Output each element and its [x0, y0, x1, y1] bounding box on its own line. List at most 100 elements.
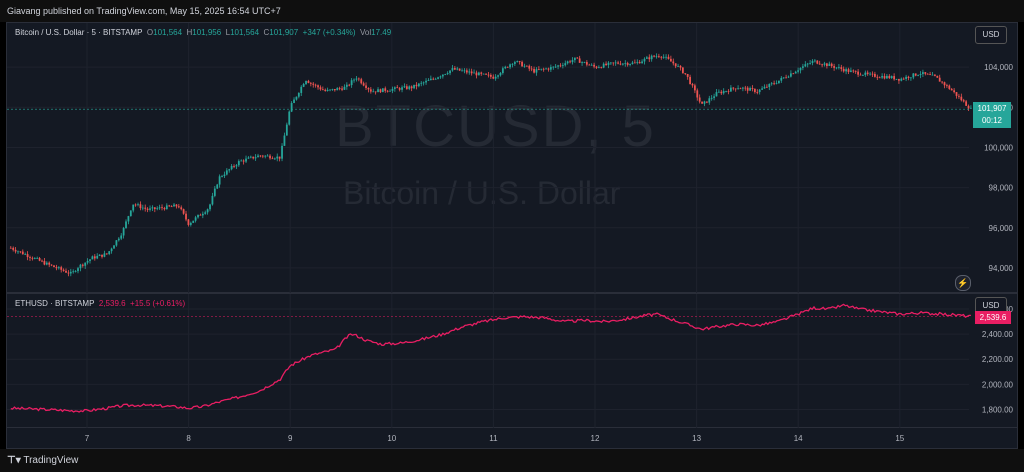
candle-up	[110, 248, 113, 252]
candle-down	[681, 67, 684, 74]
candle-down	[432, 78, 435, 80]
candle-up	[549, 67, 552, 70]
candle-down	[617, 62, 619, 64]
candle-up	[708, 98, 711, 103]
candle-down	[177, 206, 180, 208]
candle-down	[696, 90, 699, 98]
candle-up	[194, 217, 197, 221]
eth-legend-last: 2,539.6	[98, 299, 126, 308]
eth-panel[interactable]: 1,800.002,000.002,200.002,400.002,600.00…	[6, 293, 1019, 429]
candle-up	[804, 64, 807, 67]
candle-up	[729, 87, 732, 92]
candle-down	[67, 272, 70, 274]
x-axis-label: 8	[186, 434, 191, 443]
candle-up	[295, 96, 298, 100]
candle-down	[396, 87, 399, 89]
candle-up	[850, 70, 852, 72]
candle-down	[816, 60, 819, 64]
candle-up	[722, 91, 725, 94]
candle-down	[369, 89, 372, 92]
candle-up	[513, 62, 516, 64]
footer: ⊤▾ TradingView	[0, 449, 1024, 472]
candle-down	[967, 105, 970, 109]
candle-down	[876, 76, 879, 78]
candle-up	[290, 103, 293, 112]
candle-up	[845, 69, 848, 72]
candle-down	[60, 267, 63, 270]
eth-legend: ETHUSD · BITSTAMP 2,539.6 +15.5 (+0.61%)	[15, 299, 185, 308]
candle-down	[480, 72, 483, 74]
btc-y-tick: 98,000	[989, 184, 1014, 193]
candle-up	[799, 67, 802, 71]
candle-down	[859, 74, 862, 76]
candle-down	[233, 165, 235, 167]
candle-down	[31, 257, 34, 259]
candle-up	[540, 68, 543, 70]
candle-up	[614, 62, 617, 64]
candle-down	[902, 78, 905, 80]
candle-up	[441, 74, 444, 77]
candle-up	[811, 60, 814, 63]
candle-down	[657, 56, 660, 58]
lightning-clock-icon[interactable]: ⚡	[955, 275, 971, 291]
time-axis[interactable]: 7 8 9 10 11 12 13 14 15	[6, 428, 1018, 449]
candle-down	[317, 85, 319, 88]
candle-up	[862, 74, 864, 76]
candle-up	[213, 188, 216, 196]
candle-down	[48, 262, 51, 265]
candle-down	[818, 63, 821, 65]
candle-down	[785, 77, 787, 79]
candle-up	[285, 124, 288, 136]
candle-down	[941, 81, 944, 83]
candle-up	[125, 221, 127, 229]
candle-down	[753, 88, 756, 92]
candle-down	[53, 265, 55, 268]
candle-down	[679, 65, 682, 68]
candle-down	[175, 204, 178, 207]
candle-up	[24, 254, 27, 255]
candle-down	[12, 247, 15, 250]
btc-legend-name: Bitcoin / U.S. Dollar · 5 · BITSTAMP	[15, 28, 143, 37]
candle-up	[636, 62, 639, 63]
candle-down	[569, 61, 571, 63]
candle-up	[247, 157, 250, 159]
candle-down	[362, 83, 365, 86]
legend-vol-label: Vol	[360, 28, 372, 37]
candle-down	[857, 71, 860, 75]
candle-up	[869, 73, 872, 75]
candle-up	[254, 157, 257, 159]
candle-down	[309, 82, 312, 84]
candle-down	[727, 91, 730, 92]
candle-up	[758, 89, 761, 93]
candle-up	[710, 97, 713, 99]
candle-down	[458, 68, 461, 71]
candle-up	[98, 254, 101, 256]
candle-down	[386, 90, 389, 92]
candle-down	[720, 91, 723, 94]
eth-series-line	[10, 303, 971, 413]
btc-price-panel[interactable]: BTCUSD, 5 Bitcoin / U.S. Dollar 94,000 96…	[6, 22, 1019, 294]
candle-down	[926, 73, 929, 75]
eth-legend-change: +15.5 (+0.61%)	[130, 299, 186, 308]
eth-line-plot[interactable]: 1,800.002,000.002,200.002,400.002,600.00	[7, 294, 1019, 429]
candle-up	[127, 216, 130, 222]
candle-up	[302, 83, 305, 87]
candle-up	[912, 73, 915, 78]
candle-down	[866, 72, 869, 74]
candle-down	[950, 88, 953, 91]
candle-down	[948, 85, 951, 89]
candle-up	[91, 256, 94, 260]
legend-low: 101,564	[230, 28, 260, 37]
btc-currency-button[interactable]: USD	[975, 26, 1007, 44]
candle-up	[523, 65, 526, 67]
candle-down	[612, 62, 615, 64]
candle-down	[405, 86, 408, 89]
candle-down	[525, 65, 528, 67]
candle-up	[156, 208, 159, 210]
candle-down	[453, 68, 456, 70]
candle-up	[794, 71, 797, 74]
candle-down	[588, 64, 591, 66]
candle-down	[871, 73, 874, 75]
footer-brand: TradingView	[23, 455, 79, 466]
